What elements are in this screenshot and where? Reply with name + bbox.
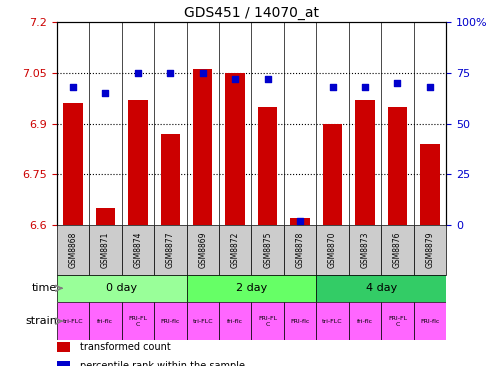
FancyBboxPatch shape bbox=[186, 274, 317, 302]
Point bbox=[102, 90, 109, 96]
FancyBboxPatch shape bbox=[414, 225, 446, 274]
FancyBboxPatch shape bbox=[284, 302, 317, 340]
Bar bbox=[128, 100, 147, 225]
Bar bbox=[57, 342, 70, 352]
Text: strain: strain bbox=[26, 316, 57, 326]
FancyBboxPatch shape bbox=[122, 225, 154, 274]
FancyBboxPatch shape bbox=[414, 302, 446, 340]
Bar bbox=[161, 134, 180, 225]
FancyBboxPatch shape bbox=[251, 302, 284, 340]
Text: GSM8879: GSM8879 bbox=[425, 232, 434, 268]
Text: 2 day: 2 day bbox=[236, 283, 267, 293]
FancyBboxPatch shape bbox=[317, 274, 446, 302]
Bar bbox=[355, 100, 375, 225]
Point bbox=[231, 76, 239, 82]
Text: GSM8874: GSM8874 bbox=[133, 232, 142, 268]
FancyBboxPatch shape bbox=[349, 225, 381, 274]
FancyBboxPatch shape bbox=[381, 225, 414, 274]
FancyBboxPatch shape bbox=[57, 302, 89, 340]
FancyBboxPatch shape bbox=[284, 225, 317, 274]
Text: GSM8875: GSM8875 bbox=[263, 232, 272, 268]
FancyBboxPatch shape bbox=[219, 225, 251, 274]
FancyBboxPatch shape bbox=[219, 302, 251, 340]
Text: FRI-flc: FRI-flc bbox=[290, 319, 310, 324]
FancyBboxPatch shape bbox=[154, 302, 186, 340]
FancyBboxPatch shape bbox=[317, 302, 349, 340]
Text: FRI-FL
C: FRI-FL C bbox=[258, 316, 277, 326]
Text: FRI-FL
C: FRI-FL C bbox=[388, 316, 407, 326]
Text: GSM8878: GSM8878 bbox=[296, 232, 305, 268]
FancyBboxPatch shape bbox=[154, 225, 186, 274]
Text: percentile rank within the sample: percentile rank within the sample bbox=[80, 361, 245, 366]
FancyBboxPatch shape bbox=[122, 302, 154, 340]
Text: FRI-flc: FRI-flc bbox=[161, 319, 180, 324]
Text: fri-flc: fri-flc bbox=[97, 319, 113, 324]
FancyBboxPatch shape bbox=[349, 302, 381, 340]
FancyBboxPatch shape bbox=[57, 225, 89, 274]
Point bbox=[296, 218, 304, 224]
Text: GSM8868: GSM8868 bbox=[69, 232, 77, 268]
Text: GSM8872: GSM8872 bbox=[231, 232, 240, 268]
Point bbox=[361, 84, 369, 90]
FancyBboxPatch shape bbox=[186, 302, 219, 340]
Point bbox=[426, 84, 434, 90]
FancyBboxPatch shape bbox=[57, 274, 186, 302]
Text: fri-flc: fri-flc bbox=[227, 319, 243, 324]
Text: 4 day: 4 day bbox=[366, 283, 397, 293]
Text: transformed count: transformed count bbox=[80, 342, 171, 352]
Point bbox=[199, 70, 207, 76]
FancyBboxPatch shape bbox=[381, 302, 414, 340]
FancyBboxPatch shape bbox=[186, 225, 219, 274]
FancyBboxPatch shape bbox=[317, 225, 349, 274]
Bar bbox=[57, 361, 70, 366]
Bar bbox=[225, 73, 245, 225]
Point bbox=[69, 84, 77, 90]
FancyBboxPatch shape bbox=[251, 225, 284, 274]
Point bbox=[264, 76, 272, 82]
Bar bbox=[63, 103, 83, 225]
Title: GDS451 / 14070_at: GDS451 / 14070_at bbox=[184, 5, 319, 19]
Bar bbox=[193, 70, 212, 225]
Bar bbox=[290, 218, 310, 225]
Bar bbox=[420, 144, 440, 225]
Bar bbox=[96, 208, 115, 225]
Point bbox=[134, 70, 142, 76]
Bar bbox=[258, 107, 278, 225]
Text: GSM8870: GSM8870 bbox=[328, 232, 337, 268]
Text: fri-flc: fri-flc bbox=[357, 319, 373, 324]
FancyBboxPatch shape bbox=[89, 302, 122, 340]
Bar bbox=[387, 107, 407, 225]
Text: GSM8877: GSM8877 bbox=[166, 232, 175, 268]
Text: GSM8873: GSM8873 bbox=[360, 232, 370, 268]
Text: FRI-flc: FRI-flc bbox=[420, 319, 440, 324]
Text: tri-FLC: tri-FLC bbox=[192, 319, 213, 324]
Point bbox=[393, 80, 401, 86]
Text: time: time bbox=[32, 283, 57, 293]
Point bbox=[329, 84, 337, 90]
Text: GSM8876: GSM8876 bbox=[393, 232, 402, 268]
Text: tri-FLC: tri-FLC bbox=[63, 319, 83, 324]
Text: 0 day: 0 day bbox=[106, 283, 137, 293]
FancyBboxPatch shape bbox=[89, 225, 122, 274]
Text: GSM8871: GSM8871 bbox=[101, 232, 110, 268]
Bar bbox=[323, 124, 342, 225]
Point bbox=[166, 70, 174, 76]
Text: tri-FLC: tri-FLC bbox=[322, 319, 343, 324]
Text: FRI-FL
C: FRI-FL C bbox=[128, 316, 147, 326]
Text: GSM8869: GSM8869 bbox=[198, 232, 207, 268]
